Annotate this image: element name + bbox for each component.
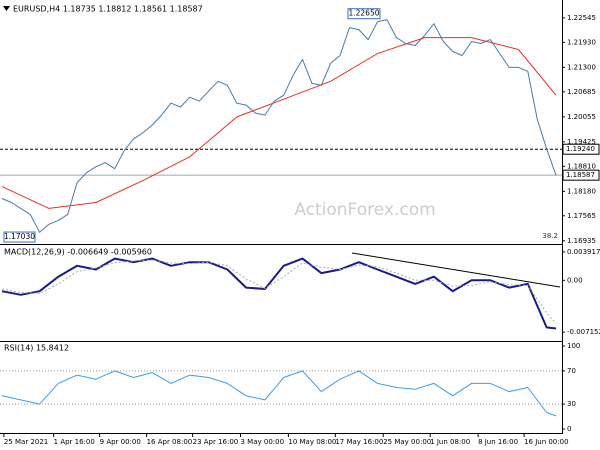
y-tick-label: 1.16935 xyxy=(567,237,596,245)
high-label-box xyxy=(347,8,381,20)
x-tick-label: 25 Mar 2021 xyxy=(4,438,48,446)
y-tick-label: 1.17565 xyxy=(567,212,596,220)
y-tick-label: 100 xyxy=(567,342,580,350)
level-label: 1.19240 xyxy=(566,145,595,153)
fib-label: 38.2 xyxy=(542,232,558,240)
current-price-label: 1.18587 xyxy=(566,171,595,179)
high-label: 1.22650 xyxy=(348,9,379,18)
y-tick-label: -0.007152 xyxy=(567,328,600,336)
x-tick-label: 1 Apr 16:00 xyxy=(54,438,95,446)
y-tick-label: 1.20055 xyxy=(567,113,596,121)
y-tick-label: 0.00 xyxy=(567,276,583,284)
x-tick-label: 25 May 00:00 xyxy=(383,438,431,446)
level-label-box xyxy=(562,143,600,155)
line-series xyxy=(1,37,557,209)
y-tick-label: 0 xyxy=(567,425,571,433)
x-tick-label: 10 May 08:00 xyxy=(288,438,336,446)
line-series xyxy=(1,370,557,417)
macd-title: MACD(12,26,9) -0.006649 -0.005960 xyxy=(4,248,152,257)
x-tick-label: 17 May 16:00 xyxy=(335,438,383,446)
line-series xyxy=(1,257,557,330)
line-series xyxy=(1,19,557,233)
chart-title: EURUSD,H4 1.18735 1.18812 1.18561 1.1858… xyxy=(13,5,203,14)
rsi-title: RSI(14) 15.8412 xyxy=(4,344,69,353)
y-tick-label: 30 xyxy=(567,400,576,408)
y-tick-label: 1.18810 xyxy=(567,162,596,170)
y-tick-label: 1.19425 xyxy=(567,138,596,146)
trend-line xyxy=(351,252,561,288)
x-tick-label: 1 Jun 08:00 xyxy=(430,438,470,446)
x-tick-label: 3 May 00:00 xyxy=(241,438,285,446)
y-tick-label: 1.20685 xyxy=(567,88,596,96)
low-label-box xyxy=(3,231,36,243)
watermark: ActionForex.com xyxy=(294,200,435,220)
y-tick-label: 1.21930 xyxy=(567,38,596,46)
x-tick-label: 9 Apr 00:00 xyxy=(100,438,141,446)
y-tick-label: 70 xyxy=(567,367,576,375)
collapse-icon xyxy=(3,6,10,11)
x-tick-label: 16 Jun 00:00 xyxy=(524,438,568,446)
y-tick-label: 0.003917 xyxy=(567,248,600,256)
y-tick-label: 1.21300 xyxy=(567,63,596,71)
low-label: 1.17030 xyxy=(4,232,35,241)
x-tick-label: 16 Apr 08:00 xyxy=(147,438,193,446)
y-tick-label: 1.18180 xyxy=(567,187,596,195)
x-tick-label: 8 Jun 16:00 xyxy=(478,438,518,446)
line-series xyxy=(1,259,557,324)
x-tick-label: 23 Apr 16:00 xyxy=(193,438,239,446)
current-price-box xyxy=(562,169,600,181)
y-tick-label: 1.22545 xyxy=(567,14,596,22)
